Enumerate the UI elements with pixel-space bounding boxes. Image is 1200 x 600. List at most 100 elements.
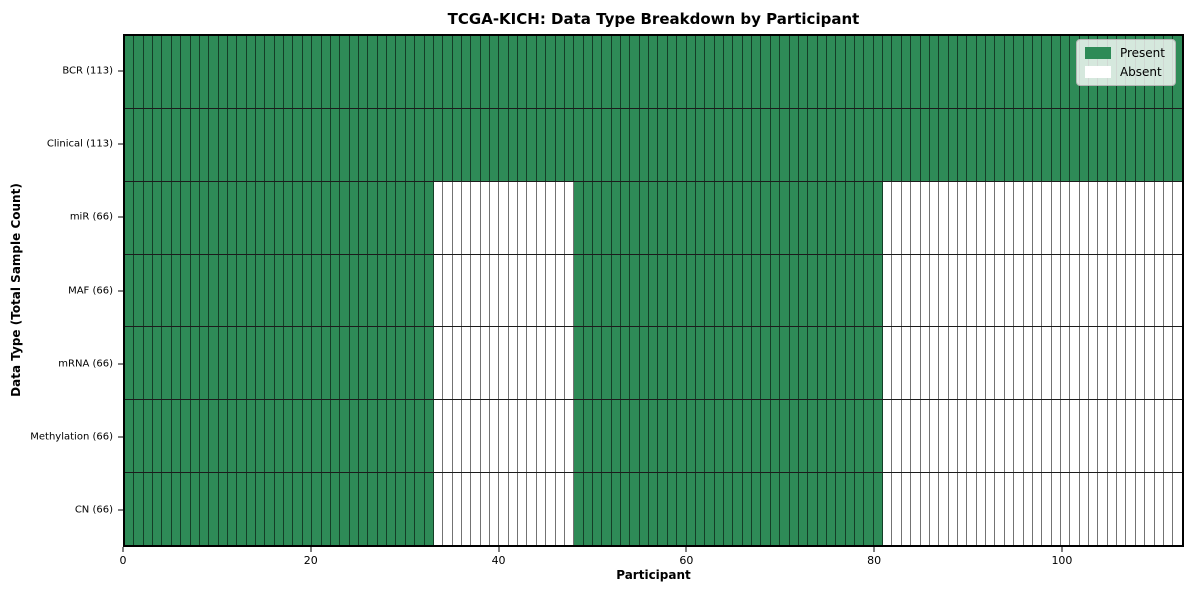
- cell-present: [321, 473, 331, 546]
- cell-present: [162, 36, 172, 108]
- cell-present: [780, 36, 790, 108]
- cell-present: [798, 254, 809, 327]
- cell-present: [330, 473, 341, 546]
- cell-present: [1004, 36, 1015, 108]
- x-tick-label: 0: [119, 554, 127, 567]
- cell-present: [873, 327, 884, 400]
- cell-absent: [433, 181, 444, 254]
- cell-present: [873, 36, 884, 108]
- cell-present: [209, 36, 219, 108]
- cell-absent: [1014, 400, 1024, 473]
- cell-absent: [452, 400, 462, 473]
- cell-present: [265, 327, 275, 400]
- cell-absent: [518, 327, 528, 400]
- cell-present: [153, 327, 163, 400]
- cell-present: [415, 36, 425, 108]
- cell-present: [227, 473, 238, 546]
- cell-present: [808, 473, 818, 546]
- cell-present: [227, 254, 238, 327]
- cell-present: [181, 36, 191, 108]
- cell-present: [789, 473, 799, 546]
- cell-absent: [883, 473, 893, 546]
- cell-present: [724, 108, 734, 181]
- cell-absent: [1032, 327, 1043, 400]
- cell-present: [190, 181, 200, 254]
- cell-present: [873, 254, 884, 327]
- cell-present: [527, 108, 537, 181]
- cell-present: [302, 473, 313, 546]
- cell-present: [1042, 36, 1052, 108]
- cell-absent: [1163, 473, 1174, 546]
- cell-present: [237, 473, 247, 546]
- cell-present: [209, 473, 219, 546]
- legend-label: Present: [1119, 46, 1165, 60]
- cell-present: [153, 400, 163, 473]
- y-tick-mark: [118, 436, 123, 438]
- cell-present: [1154, 108, 1164, 181]
- cell-present: [574, 108, 584, 181]
- cell-present: [227, 108, 238, 181]
- cell-absent: [1154, 327, 1164, 400]
- cell-present: [836, 36, 846, 108]
- cell-absent: [1145, 254, 1155, 327]
- cell-present: [602, 181, 612, 254]
- cell-present: [405, 36, 416, 108]
- cell-absent: [555, 181, 565, 254]
- cell-present: [855, 473, 865, 546]
- cell-present: [134, 327, 144, 400]
- cell-present: [864, 108, 874, 181]
- cell-absent: [1145, 327, 1155, 400]
- cell-present: [302, 254, 313, 327]
- cell-absent: [518, 181, 528, 254]
- cell-absent: [995, 400, 1005, 473]
- cell-absent: [443, 327, 453, 400]
- cell-present: [190, 108, 200, 181]
- cell-present: [724, 400, 734, 473]
- cell-absent: [471, 473, 481, 546]
- cell-present: [377, 327, 388, 400]
- x-tick-label: 60: [679, 554, 694, 567]
- cell-present: [246, 473, 257, 546]
- cell-present: [714, 181, 724, 254]
- cell-present: [611, 327, 622, 400]
- cell-present: [621, 400, 631, 473]
- cell-present: [611, 254, 622, 327]
- cell-absent: [920, 400, 930, 473]
- cell-present: [667, 181, 678, 254]
- cell-present: [649, 327, 659, 400]
- cell-present: [630, 400, 640, 473]
- cell-present: [770, 327, 781, 400]
- cell-present: [396, 36, 406, 108]
- cell-present: [752, 181, 762, 254]
- cell-absent: [967, 181, 977, 254]
- cell-absent: [508, 181, 519, 254]
- cell-present: [845, 473, 856, 546]
- cell-absent: [901, 473, 912, 546]
- cell-present: [1173, 108, 1182, 181]
- cell-present: [312, 327, 322, 400]
- cell-absent: [508, 327, 519, 400]
- cell-present: [125, 473, 135, 546]
- cell-present: [143, 108, 154, 181]
- cell-present: [789, 36, 799, 108]
- cell-present: [611, 400, 622, 473]
- cell-absent: [1098, 181, 1108, 254]
- cell-present: [265, 400, 275, 473]
- cell-absent: [995, 327, 1005, 400]
- cell-present: [312, 254, 322, 327]
- cell-present: [284, 108, 294, 181]
- cell-present: [695, 327, 706, 400]
- cell-present: [658, 181, 668, 254]
- cell-present: [630, 36, 640, 108]
- cell-present: [639, 327, 650, 400]
- cell-absent: [536, 254, 547, 327]
- cell-present: [677, 181, 687, 254]
- cell-absent: [920, 327, 930, 400]
- cell-present: [667, 473, 678, 546]
- cell-present: [508, 36, 519, 108]
- cell-present: [826, 36, 837, 108]
- legend-label: Absent: [1119, 65, 1162, 79]
- cell-absent: [901, 181, 912, 254]
- cell-absent: [1014, 181, 1024, 254]
- cell-absent: [883, 254, 893, 327]
